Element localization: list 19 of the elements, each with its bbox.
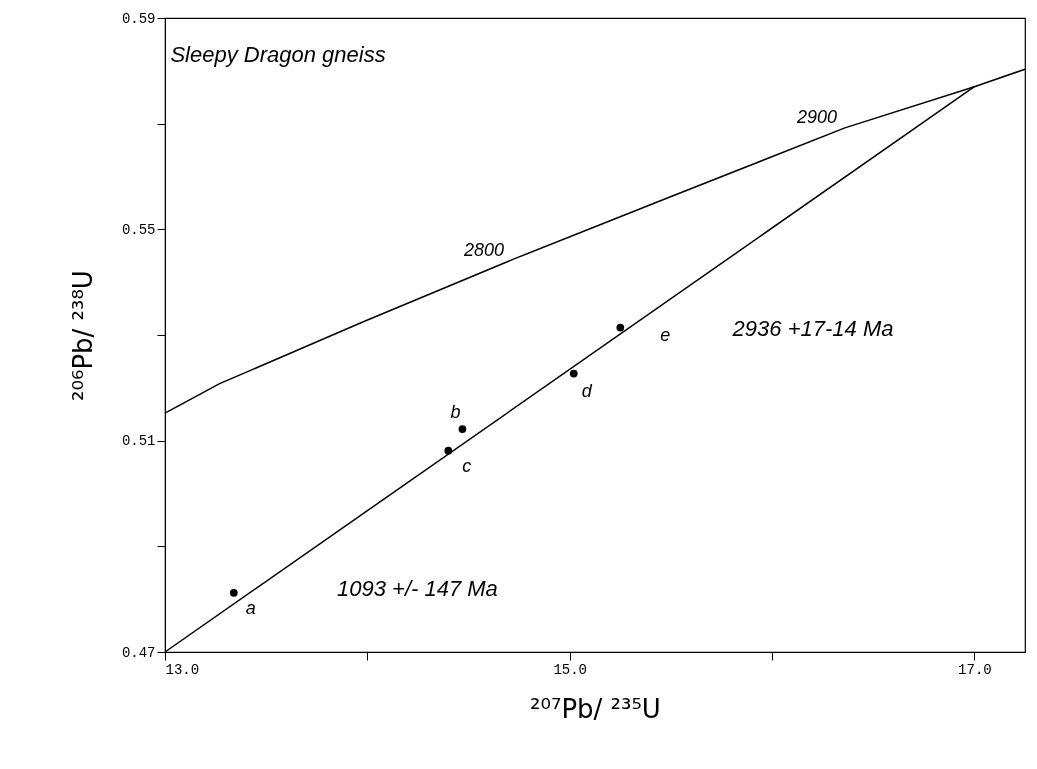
- x-tick-label: 17.0: [958, 661, 992, 678]
- annotation: e: [660, 324, 671, 345]
- annotation: 2800: [463, 239, 505, 260]
- text: Sleepy Dragon gneiss: [170, 42, 386, 67]
- annotation: 2900: [795, 106, 837, 127]
- annotation: c: [462, 455, 472, 476]
- y-tick-label: 0.51: [121, 433, 156, 450]
- annotation: a: [245, 597, 256, 618]
- y-tick-label: 0.47: [121, 644, 156, 661]
- annotation: b: [450, 402, 461, 423]
- x-tick-label: 15.0: [553, 661, 588, 678]
- y-tick-label: 0.59: [121, 10, 156, 27]
- annotation: 1093 +/- 147 Ma: [337, 575, 498, 601]
- x-tick-label: 13.0: [165, 661, 200, 678]
- annotation: d: [581, 380, 593, 401]
- x-axis-title: ²⁰⁷Pb/ ²³⁵U: [530, 693, 661, 724]
- y-tick-label: 0.55: [121, 221, 156, 238]
- y-axis-title: ²⁰⁶Pb/ ²³⁸U: [67, 270, 98, 401]
- annotation: 2936 +17-14 Ma: [731, 315, 894, 341]
